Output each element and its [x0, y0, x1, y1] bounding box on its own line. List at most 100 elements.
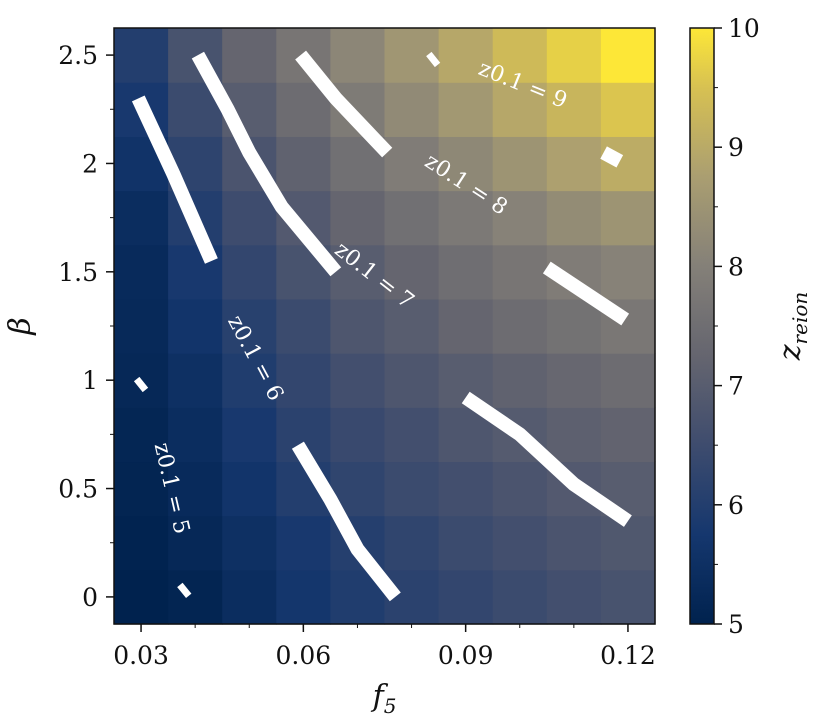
- heatmap-cell: [114, 28, 169, 83]
- heatmap-cell: [600, 190, 656, 246]
- heatmap-cell: [114, 407, 169, 463]
- heatmap-cell: [546, 190, 602, 246]
- heatmap-cell: [384, 407, 440, 463]
- colorbar-tick-label: 5: [728, 610, 744, 639]
- heatmap-cell: [546, 82, 602, 137]
- x-axis: 0.03 0.06 0.09 0.12: [113, 624, 656, 670]
- heatmap-cell: [438, 244, 494, 300]
- y-tick-label: 0.5: [58, 475, 98, 504]
- heatmap-cell: [384, 82, 440, 137]
- heatmap-cell: [330, 407, 386, 463]
- heatmap-cell: [600, 407, 656, 463]
- heatmap-cell: [330, 244, 386, 300]
- heatmap-cell: [114, 515, 169, 571]
- heatmap-cell: [600, 28, 656, 83]
- heatmap-cell: [438, 136, 494, 192]
- heatmap-cell: [600, 244, 656, 300]
- heatmap-cell: [330, 190, 386, 246]
- contour-line-7: [191, 51, 342, 277]
- contour-line-9: [426, 51, 441, 68]
- heatmap-cell: [600, 136, 656, 192]
- heatmap-cell: [492, 136, 548, 192]
- heatmap-cell: [384, 353, 440, 408]
- heatmap-cell: [492, 244, 548, 300]
- heatmap-cell: [438, 515, 494, 571]
- heatmap-cell: [492, 28, 548, 83]
- heatmap-cell: [600, 515, 656, 571]
- heatmap-cell: [222, 244, 277, 300]
- heatmap-cell: [546, 569, 602, 625]
- heatmap-cell: [222, 569, 277, 625]
- heatmap-cell: [222, 28, 277, 83]
- y-tick-label: 2: [82, 149, 98, 178]
- heatmap-cell: [168, 407, 223, 463]
- heatmap-cell: [168, 569, 223, 625]
- x-axis-label: f5: [371, 679, 397, 718]
- heatmap-cell: [222, 515, 277, 571]
- contour-line-8: [542, 261, 630, 326]
- contour-line-8: [295, 50, 393, 158]
- heatmap-cell: [114, 461, 169, 517]
- y-tick-label: 2.5: [58, 41, 98, 70]
- x-tick-label: 0.03: [113, 641, 169, 670]
- heatmap-cell: [222, 190, 277, 246]
- heatmap-cell: [438, 298, 494, 354]
- heatmap-cell: [600, 82, 656, 137]
- heatmap-cell: [546, 353, 602, 408]
- heatmap-cell: [438, 82, 494, 137]
- colorbar-tick-label: 7: [728, 372, 744, 401]
- heatmap-cell: [438, 190, 494, 246]
- heatmap-cell: [168, 461, 223, 517]
- heatmap-cell: [222, 461, 277, 517]
- contour-line-5: [177, 582, 192, 599]
- heatmap-cell: [114, 298, 169, 354]
- x-tick-label: 0.12: [600, 641, 656, 670]
- colorbar-axis: 5 6 7 8 9 10: [714, 14, 760, 639]
- heatmap-cell: [276, 569, 331, 625]
- heatmap-cell: [492, 353, 548, 408]
- heatmap-cell: [546, 28, 602, 83]
- y-tick-label: 1.5: [58, 258, 98, 287]
- heatmap-cells: [114, 28, 656, 625]
- colorbar-tick-label: 8: [728, 252, 744, 281]
- heatmap-cell: [546, 136, 602, 192]
- heatmap-cell: [438, 461, 494, 517]
- heatmap-cell: [384, 190, 440, 246]
- y-tick-label: 0: [82, 583, 98, 612]
- heatmap-cell: [546, 407, 602, 463]
- heatmap-cell: [546, 515, 602, 571]
- heatmap-cell: [492, 569, 548, 625]
- heatmap-cell: [384, 298, 440, 354]
- colorbar-tick-label: 9: [728, 133, 744, 162]
- heatmap-cell: [438, 569, 494, 625]
- contour-line-6: [131, 95, 218, 264]
- heatmap-cell: [600, 569, 656, 625]
- colorbar-tick-label: 6: [728, 491, 744, 520]
- heatmap-cell: [492, 515, 548, 571]
- y-axis: 0 0.5 1 1.5 2 2.5: [58, 41, 114, 612]
- heatmap-cell: [384, 244, 440, 300]
- heatmap-cell: [330, 353, 386, 408]
- heatmap-cell: [276, 136, 331, 192]
- contour-line-6: [291, 441, 401, 602]
- heatmap-cell: [168, 298, 223, 354]
- contour-line-7: [461, 391, 632, 527]
- heatmap-cell: [114, 244, 169, 300]
- heatmap-cell: [384, 461, 440, 517]
- x-tick-label: 0.06: [276, 641, 332, 670]
- heatmap-cell: [546, 298, 602, 354]
- heatmap-cell: [600, 353, 656, 408]
- colorbar-label: zreion: [773, 292, 812, 362]
- heatmap-cell: [276, 353, 331, 408]
- colorbar: [689, 27, 715, 625]
- heatmap-cell: [492, 82, 548, 137]
- heatmap-cell: [114, 190, 169, 246]
- heatmap-cell: [492, 190, 548, 246]
- y-axis-label: β: [3, 317, 38, 335]
- x-tick-label: 0.09: [438, 641, 494, 670]
- heatmap-cell: [222, 298, 277, 354]
- heatmap-cell: [276, 298, 331, 354]
- heatmap-cell: [114, 569, 169, 625]
- heatmap-cell: [222, 407, 277, 463]
